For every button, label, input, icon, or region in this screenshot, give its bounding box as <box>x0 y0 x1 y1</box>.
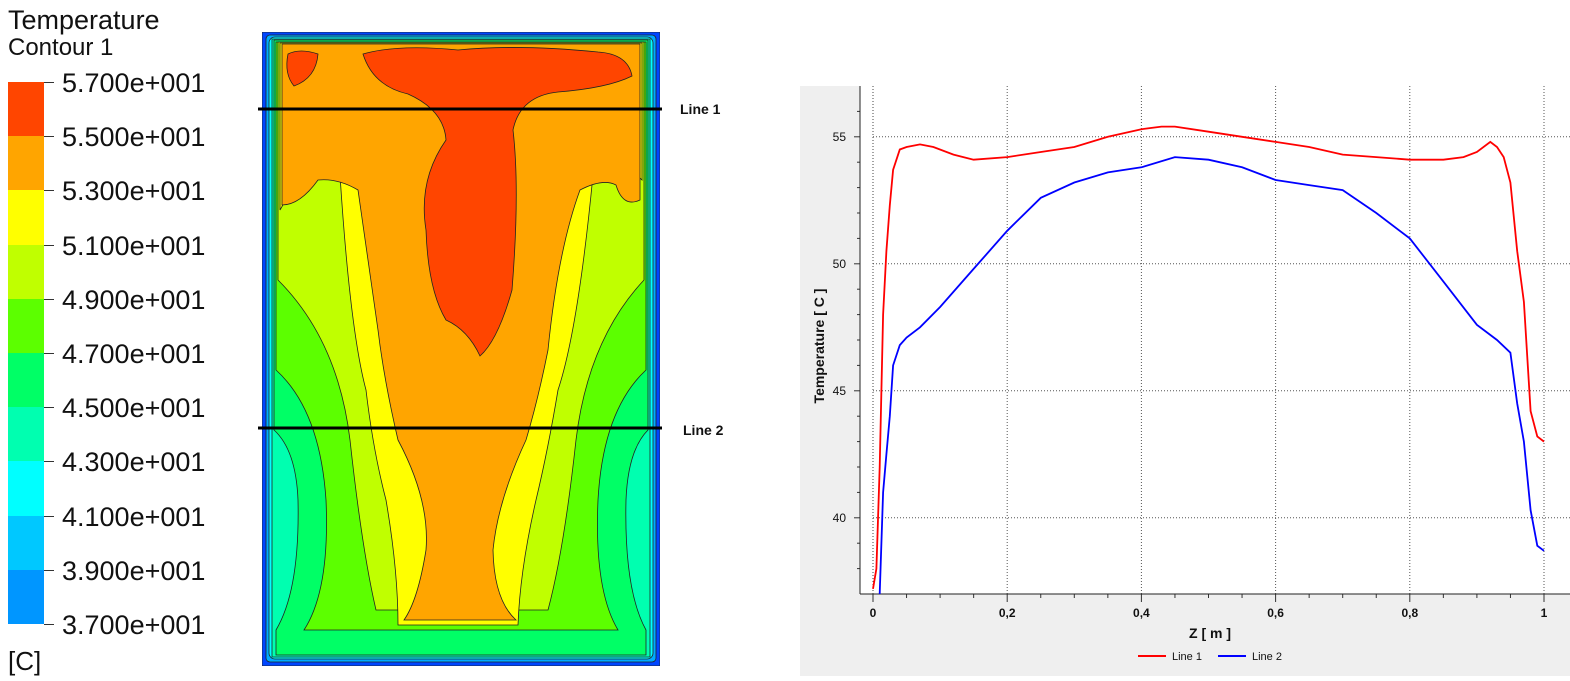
legend-tick-label: 5.100e+001 <box>62 230 206 261</box>
legend-tick-mark <box>44 136 54 138</box>
legend-line-1-label: Line 1 <box>1172 651 1202 663</box>
legend-unit: [C] <box>8 646 42 676</box>
legend-tick-mark <box>44 461 54 463</box>
legend-tick-mark <box>44 298 54 300</box>
legend-swatch <box>8 298 44 353</box>
legend-tick-label: 5.500e+001 <box>62 122 206 153</box>
legend-subtitle: Contour 1 <box>8 34 114 61</box>
legend-tick-mark <box>44 353 54 354</box>
chart-legend: Line 1 Line 2 <box>1138 651 1282 663</box>
legend-swatch <box>8 353 44 408</box>
x-tick-label: 0,8 <box>1401 606 1418 620</box>
legend-tick-mark <box>44 190 54 192</box>
legend-tick-mark <box>44 244 54 246</box>
legend-tick-mark <box>44 624 54 625</box>
x-tick-label: 0,4 <box>1133 606 1150 620</box>
tick-labels: 0 0,2 0,4 0,6 0,8 1 40 45 50 55 <box>833 130 1548 620</box>
y-tick-label: 55 <box>833 130 847 144</box>
contour-band-57-top <box>362 47 633 357</box>
legend-tick-label: 4.500e+001 <box>62 393 206 424</box>
legend-tick-mark <box>44 515 54 517</box>
legend-tick-label: 5.300e+001 <box>62 176 206 207</box>
legend-tick-label: 4.300e+001 <box>62 447 206 478</box>
y-axis-label: Temperature [ C ] <box>811 289 827 404</box>
legend-tick-label: 5.700e+001 <box>62 68 206 98</box>
legend-swatch <box>8 569 44 624</box>
line-1-label: Line 1 <box>680 101 721 117</box>
y-tick-label: 40 <box>833 511 847 525</box>
legend-swatch <box>8 190 44 245</box>
legend-tick-label: 3.700e+001 <box>62 610 206 640</box>
legend-swatch <box>8 136 44 191</box>
temperature-contour-plot <box>258 32 662 666</box>
legend-tick-label: 4.100e+001 <box>62 501 206 532</box>
series-line-2 <box>878 156 1545 595</box>
x-tick-label: 0,6 <box>1267 606 1284 620</box>
plot-area <box>860 86 1570 594</box>
y-tick-label: 45 <box>833 384 847 398</box>
legend-tick-label: 4.700e+001 <box>62 339 206 369</box>
legend-swatch <box>8 82 44 137</box>
contour-band-57-left <box>286 50 319 87</box>
temperature-line-chart: 0 0,2 0,4 0,6 0,8 1 40 45 50 55 Z [ m ] Temperatu… <box>800 86 1570 676</box>
legend-tick-mark <box>44 82 54 83</box>
legend-swatch <box>8 515 44 570</box>
legend-tick-label: 3.900e+001 <box>62 555 206 586</box>
legend-tick-mark <box>44 569 54 571</box>
legend-title: Temperature <box>8 5 160 35</box>
contour-band-55 <box>281 43 641 621</box>
axes <box>854 86 1570 602</box>
x-axis-label: Z [ m ] <box>1189 625 1231 641</box>
x-tick-label: 0,2 <box>999 606 1016 620</box>
legend-swatch <box>8 407 44 462</box>
legend-swatch <box>8 244 44 299</box>
series-lines <box>872 125 1545 595</box>
legend-line-2-label: Line 2 <box>1252 651 1282 663</box>
y-tick-label: 50 <box>833 257 847 271</box>
x-tick-label: 1 <box>1541 606 1548 620</box>
x-tick-label: 0 <box>870 606 877 620</box>
legend-tick-label: 4.900e+001 <box>62 284 206 315</box>
line-2-label: Line 2 <box>683 422 724 438</box>
legend-tick-mark <box>44 407 54 409</box>
series-line-1 <box>872 125 1545 590</box>
legend-swatch <box>8 461 44 516</box>
